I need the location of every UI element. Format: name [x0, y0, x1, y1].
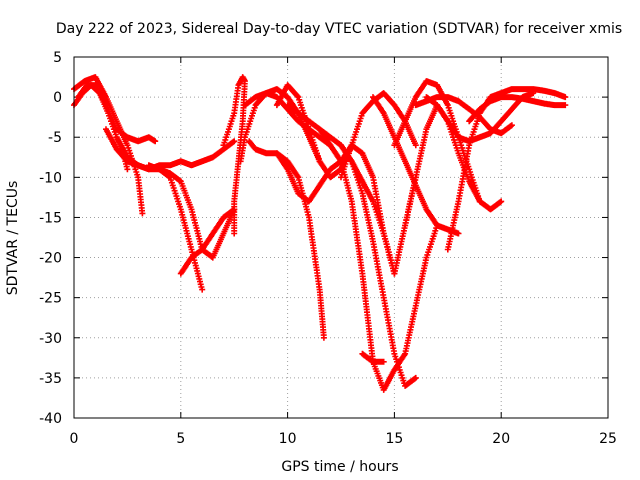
x-tick-label: 0 [70, 431, 79, 447]
plus-markers [370, 94, 462, 237]
series-track-17 [338, 142, 419, 389]
plus-markers [444, 86, 569, 253]
y-tick-label: -35 [39, 371, 62, 387]
y-tick-label: -30 [39, 331, 62, 347]
plus-markers [75, 82, 159, 145]
series-track-20 [391, 78, 483, 205]
data-markers [71, 74, 569, 393]
y-tick-label: 5 [53, 50, 62, 66]
y-tick-label: -40 [39, 411, 62, 427]
x-axis-label: GPS time / hours [281, 459, 398, 475]
plus-markers [466, 94, 569, 125]
grid-lines [74, 57, 608, 418]
axis-ticks: 0 5 10 15 20 25 5 0 -5 -10 -15 -20 -25 -30 -35 -40 [39, 50, 617, 447]
plus-markers [338, 142, 419, 389]
plot-frame [73, 56, 609, 419]
series-track-18 [359, 222, 441, 393]
y-tick-label: -20 [39, 251, 62, 267]
y-tick-label: -5 [48, 130, 62, 146]
x-tick-label: 25 [599, 431, 617, 447]
chart-title: Day 222 of 2023, Sidereal Day-to-day VTE… [56, 21, 622, 37]
series-track-3 [75, 82, 159, 145]
x-tick-label: 5 [176, 431, 185, 447]
y-tick-label: -15 [39, 210, 62, 226]
y-tick-label: -25 [39, 291, 62, 307]
plus-markers [391, 78, 483, 205]
series-track-19 [370, 94, 462, 237]
series-track-24 [444, 86, 569, 253]
x-tick-label: 15 [385, 431, 403, 447]
y-tick-label: 0 [53, 90, 62, 106]
series-track-6 [145, 162, 238, 261]
series-track-22 [412, 94, 515, 137]
plus-markers [359, 222, 441, 393]
x-tick-label: 20 [492, 431, 510, 447]
plus-markers [177, 206, 238, 277]
plus-markers [145, 162, 238, 261]
series-track-25 [466, 94, 569, 125]
plus-markers [412, 94, 515, 137]
y-tick-label: -10 [39, 170, 62, 186]
series-track-7 [177, 206, 238, 277]
y-axis-label: SDTVAR / TECUs [5, 181, 21, 296]
x-tick-label: 10 [279, 431, 297, 447]
